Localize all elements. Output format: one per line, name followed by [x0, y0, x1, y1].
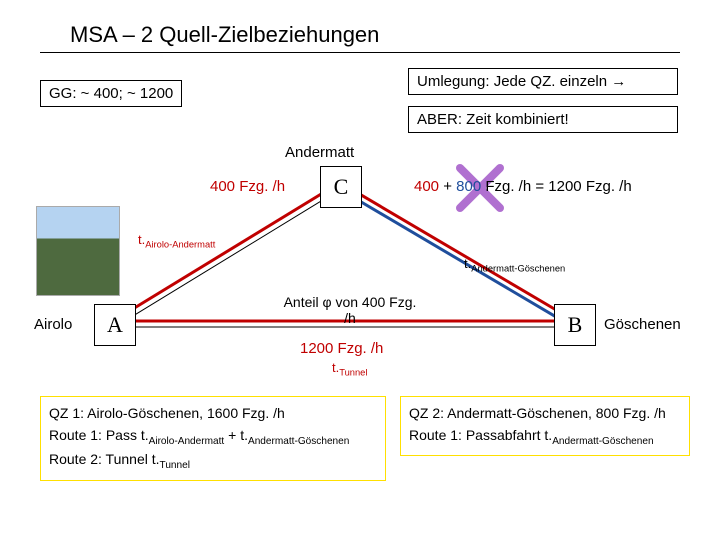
qz2-l2a-sub: Andermatt-Göschenen [552, 435, 653, 446]
node-b: B [554, 304, 596, 346]
aber-box: ABER: Zeit kombiniert! [408, 106, 678, 133]
flow-eq-plus: + [439, 178, 456, 195]
label-airolo: Airolo [34, 316, 72, 333]
flow-to-c: 400 Fzg. /h [210, 178, 285, 195]
node-a: A [94, 304, 136, 346]
t-tunnel: t.Tunnel [332, 360, 367, 378]
qz1-line1: QZ 1: Airolo-Göschenen, 1600 Fzg. /h [49, 403, 377, 425]
label-goschenen: Göschenen [604, 316, 681, 333]
title-rule [40, 52, 680, 53]
qz1-l2a-sub: Airolo-Andermatt [149, 435, 225, 446]
qz1-l2a: Route 1: Pass t. [49, 427, 149, 443]
airolo-image [36, 206, 120, 296]
label-andermatt: Andermatt [285, 144, 354, 161]
qz1-l3a-sub: Tunnel [160, 460, 190, 471]
anteil-label: Anteil φ von 400 Fzg. /h [280, 294, 420, 326]
qz1-line2: Route 1: Pass t.Airolo-Andermatt + t.And… [49, 425, 377, 449]
slide-title: MSA – 2 Quell-Zielbeziehungen [70, 22, 680, 48]
t-ag-sub: Andermatt-Göschenen [471, 264, 565, 274]
node-c: C [320, 166, 362, 208]
qz2-box: QZ 2: Andermatt-Göschenen, 800 Fzg. /h R… [400, 396, 690, 456]
slide-root: MSA – 2 Quell-Zielbeziehungen GG: ~ 400;… [0, 0, 720, 540]
qz1-l3a: Route 2: Tunnel t. [49, 451, 160, 467]
flow-eq-tail: Fzg. /h = 1200 Fzg. /h [481, 178, 632, 195]
qz2-l2a: Route 1: Passabfahrt t. [409, 427, 552, 443]
flow-eq-b: 800 [456, 178, 481, 195]
qz1-line3: Route 2: Tunnel t.Tunnel [49, 449, 377, 473]
flow-equation: 400 + 800 Fzg. /h = 1200 Fzg. /h [414, 178, 632, 195]
flow-tunnel: 1200 Fzg. /h [300, 340, 383, 357]
qz2-line1: QZ 2: Andermatt-Göschenen, 800 Fzg. /h [409, 403, 681, 425]
qz1-box: QZ 1: Airolo-Göschenen, 1600 Fzg. /h Rou… [40, 396, 386, 481]
qz2-line2: Route 1: Passabfahrt t.Andermatt-Göschen… [409, 425, 681, 449]
gg-box: GG: ~ 400; ~ 1200 [40, 80, 182, 107]
t-tunnel-sub: Tunnel [339, 368, 367, 378]
t-andermatt-goschenen: t.Andermatt-Göschenen [464, 256, 565, 274]
t-aa-sub: Airolo-Andermatt [145, 240, 215, 250]
umlegung-box: Umlegung: Jede QZ. einzeln → [408, 68, 678, 95]
qz1-l2b-sub: Andermatt-Göschenen [248, 435, 349, 446]
t-airolo-andermatt: t.Airolo-Andermatt [138, 232, 215, 250]
flow-eq-a: 400 [414, 178, 439, 195]
qz1-l2b: + t. [224, 427, 248, 443]
